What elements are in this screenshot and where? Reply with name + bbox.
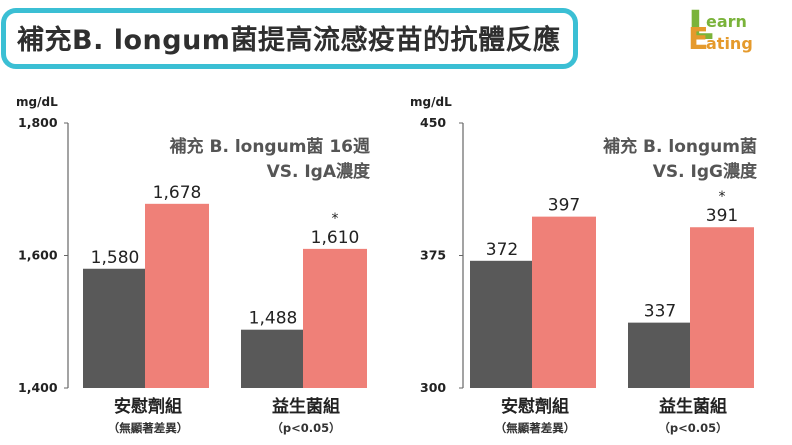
category-label: 安慰劑組: [114, 396, 182, 417]
category-note: （p<0.05）: [658, 421, 727, 435]
category-note: （無顯著差異）: [495, 421, 576, 435]
chart-caption-line2: VS. IgA濃度: [267, 161, 371, 182]
bar-value-label: 372: [486, 240, 518, 260]
significance-marker: *: [719, 189, 726, 205]
bar-value-label: 1,610: [311, 228, 360, 248]
title-banner: 補充B. longum菌提高流感疫苗的抗體反應: [6, 12, 574, 64]
bar-value-label: 391: [706, 206, 738, 226]
y-tick-label: 300: [420, 380, 446, 395]
category-label: 益生菌組: [272, 396, 340, 417]
logo-initial-e: E: [688, 22, 709, 57]
y-tick-label: 450: [420, 115, 446, 130]
y-tick-label: 375: [420, 248, 446, 263]
logo-word-learn: earn: [706, 12, 747, 31]
bar-probiotic: [532, 216, 596, 388]
bar-probiotic: [690, 227, 754, 388]
bar-value-label: 1,580: [91, 248, 140, 268]
learn-eating-logo: L earn E ating: [688, 6, 758, 62]
bar-placebo: [470, 260, 534, 388]
bar-value-label: 337: [644, 302, 676, 322]
chart-caption-line1: 補充 B. longum菌: [602, 136, 757, 157]
bar-placebo: [628, 322, 692, 388]
bar-placebo: [83, 268, 147, 388]
logo-initial-l: L: [688, 3, 714, 49]
page-title: 補充B. longum菌提高流感疫苗的抗體反應: [6, 12, 574, 64]
chart-caption-line2: VS. IgG濃度: [653, 161, 758, 182]
category-note: （無顯著差異）: [108, 421, 189, 435]
bar-value-label: 1,678: [153, 183, 202, 203]
bar-value-label: 397: [548, 196, 580, 216]
y-tick-label: 1,800: [18, 115, 58, 130]
bar-placebo: [241, 329, 305, 388]
category-label: 益生菌組: [659, 396, 727, 417]
logo-word-eating: ating: [706, 34, 753, 53]
y-axis-unit: mg/dL: [16, 95, 58, 109]
chart-caption-line1: 補充 B. longum菌 16週: [169, 136, 370, 157]
category-label: 安慰劑組: [501, 396, 569, 417]
y-tick-label: 1,400: [18, 380, 58, 395]
significance-marker: *: [332, 211, 339, 227]
y-tick-label: 1,600: [18, 248, 58, 263]
category-note: （p<0.05）: [271, 421, 340, 435]
y-axis-unit: mg/dL: [410, 95, 452, 109]
bar-probiotic: [145, 203, 209, 388]
bar-value-label: 1,488: [249, 309, 298, 329]
bar-probiotic: [303, 248, 367, 388]
